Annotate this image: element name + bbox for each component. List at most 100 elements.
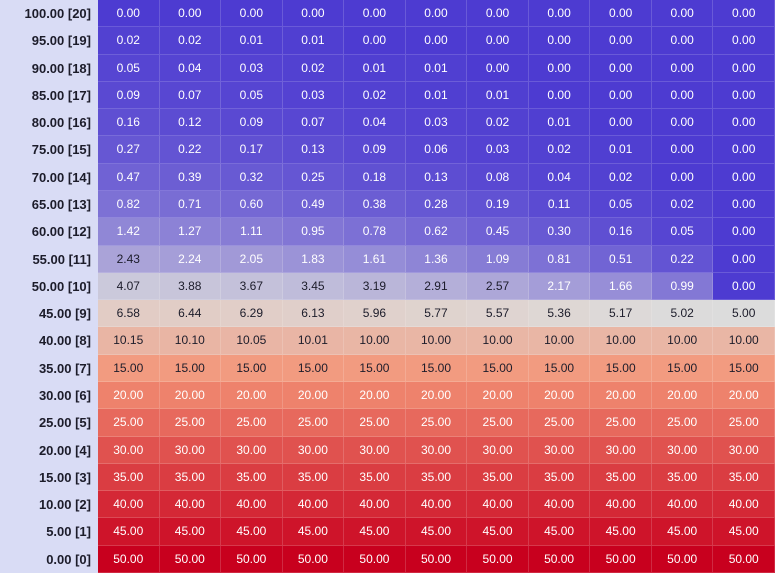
heatmap-cell: 20.00 (344, 382, 406, 410)
heatmap-cell: 15.00 (221, 354, 283, 382)
heatmap-cell: 20.00 (528, 382, 591, 410)
heatmap-cell: 30.00 (713, 436, 775, 464)
heatmap-cell: 40.00 (344, 491, 406, 519)
heatmap-cell: 0.00 (651, 81, 714, 110)
heatmap-cell: 0.95 (282, 218, 345, 246)
heatmap-cell: 40.00 (651, 491, 714, 519)
heatmap-cell: 35.00 (282, 463, 345, 492)
heatmap-cell: 0.06 (405, 136, 468, 164)
heatmap-cell: 0.49 (282, 191, 345, 219)
heatmap-cell: 1.42 (98, 218, 160, 246)
heatmap-cell: 50.00 (98, 545, 160, 573)
heatmap-cell: 40.00 (282, 491, 345, 519)
heatmap-cell: 50.00 (467, 545, 529, 573)
heatmap-cell: 0.00 (713, 163, 775, 191)
heatmap-cell: 40.00 (159, 491, 222, 519)
heatmap-cell: 15.00 (159, 354, 222, 382)
heatmap-cell: 45.00 (528, 518, 591, 546)
heatmap-cell: 40.00 (98, 491, 160, 519)
heatmap-cell: 40.00 (405, 491, 468, 519)
heatmap-cell: 0.01 (405, 54, 468, 82)
y-tick-label: 10.00 [2] (38, 497, 91, 513)
heatmap-cell: 45.00 (282, 518, 345, 546)
heatmap-cell: 0.05 (651, 218, 714, 246)
heatmap-cell: 1.36 (405, 245, 468, 273)
heatmap-cell: 0.03 (282, 81, 345, 110)
heatmap-cell: 10.00 (344, 327, 406, 355)
heatmap-cell: 0.00 (590, 109, 652, 137)
y-tick-label: 40.00 [8] (38, 333, 91, 349)
heatmap-cell: 0.00 (590, 54, 652, 82)
y-tick-label: 60.00 [12] (31, 224, 91, 240)
heatmap-cell: 0.01 (405, 81, 468, 110)
heatmap-cell: 35.00 (713, 463, 775, 492)
heatmap-cell: 5.96 (344, 300, 406, 328)
heatmap-cell: 20.00 (713, 382, 775, 410)
heatmap-cell: 0.81 (528, 245, 591, 273)
heatmap-cell: 30.00 (528, 436, 591, 464)
heatmap-cell: 0.02 (528, 136, 591, 164)
heatmap-cell: 0.11 (528, 191, 591, 219)
heatmap-cell: 10.00 (405, 327, 468, 355)
y-tick-label: 45.00 [9] (38, 306, 91, 322)
heatmap-cell: 10.00 (467, 327, 529, 355)
heatmap-cell: 0.25 (282, 163, 345, 191)
heatmap-cell: 0.62 (405, 218, 468, 246)
heatmap-cell: 0.00 (405, 0, 468, 28)
heatmap-cell: 30.00 (651, 436, 714, 464)
heatmap-cell: 6.13 (282, 300, 345, 328)
heatmap-cell: 45.00 (405, 518, 468, 546)
heatmap-cell: 0.05 (221, 81, 283, 110)
heatmap-cell: 0.00 (467, 27, 529, 55)
heatmap-cell: 6.29 (221, 300, 283, 328)
heatmap-cell: 0.27 (98, 136, 160, 164)
heatmap-cell: 40.00 (590, 491, 652, 519)
heatmap-cell: 35.00 (467, 463, 529, 492)
heatmap-cell: 15.00 (528, 354, 591, 382)
heatmap-cell: 0.07 (159, 81, 222, 110)
heatmap-cell: 45.00 (344, 518, 406, 546)
heatmap-cell: 1.61 (344, 245, 406, 273)
heatmap-cell: 0.45 (467, 218, 529, 246)
heatmap-cell: 0.12 (159, 109, 222, 137)
heatmap-cell: 0.01 (590, 136, 652, 164)
heatmap-cell: 5.77 (405, 300, 468, 328)
heatmap-cell: 0.03 (221, 54, 283, 82)
heatmap-cell: 35.00 (159, 463, 222, 492)
heatmap-cell: 20.00 (590, 382, 652, 410)
heatmap-cell: 30.00 (344, 436, 406, 464)
heatmap-cell: 0.00 (528, 81, 591, 110)
heatmap-cell: 3.45 (282, 272, 345, 301)
heatmap-cell: 50.00 (590, 545, 652, 573)
heatmap-cell: 0.01 (528, 109, 591, 137)
heatmap-cell: 0.00 (282, 0, 345, 28)
heatmap-cell: 0.03 (405, 109, 468, 137)
heatmap-cell: 25.00 (528, 409, 591, 437)
y-tick-label: 25.00 [5] (38, 415, 91, 431)
y-tick-label: 70.00 [14] (31, 169, 91, 185)
heatmap-cell: 40.00 (467, 491, 529, 519)
heatmap-cell: 25.00 (282, 409, 345, 437)
heatmap-cell: 0.82 (98, 191, 160, 219)
heatmap-cell: 45.00 (221, 518, 283, 546)
heatmap-cell: 0.00 (713, 272, 775, 301)
heatmap-cell: 0.00 (651, 109, 714, 137)
y-tick-label: 50.00 [10] (31, 278, 91, 294)
heatmap-cell: 0.04 (159, 54, 222, 82)
heatmap-cell: 0.09 (221, 109, 283, 137)
heatmap-cell: 0.00 (467, 0, 529, 28)
heatmap-cell: 1.66 (590, 272, 652, 301)
heatmap-cell: 15.00 (98, 354, 160, 382)
heatmap-cell: 0.00 (651, 0, 714, 28)
heatmap-cell: 0.28 (405, 191, 468, 219)
heatmap-cell: 20.00 (282, 382, 345, 410)
heatmap-cell: 0.22 (651, 245, 714, 273)
heatmap-cell: 50.00 (221, 545, 283, 573)
heatmap-cell: 0.00 (713, 0, 775, 28)
heatmap-cell: 2.91 (405, 272, 468, 301)
heatmap-cell: 0.99 (651, 272, 714, 301)
y-tick-label: 35.00 [7] (38, 360, 91, 376)
heatmap-cell: 0.16 (590, 218, 652, 246)
heatmap-cell: 0.13 (282, 136, 345, 164)
heatmap-cell: 25.00 (590, 409, 652, 437)
